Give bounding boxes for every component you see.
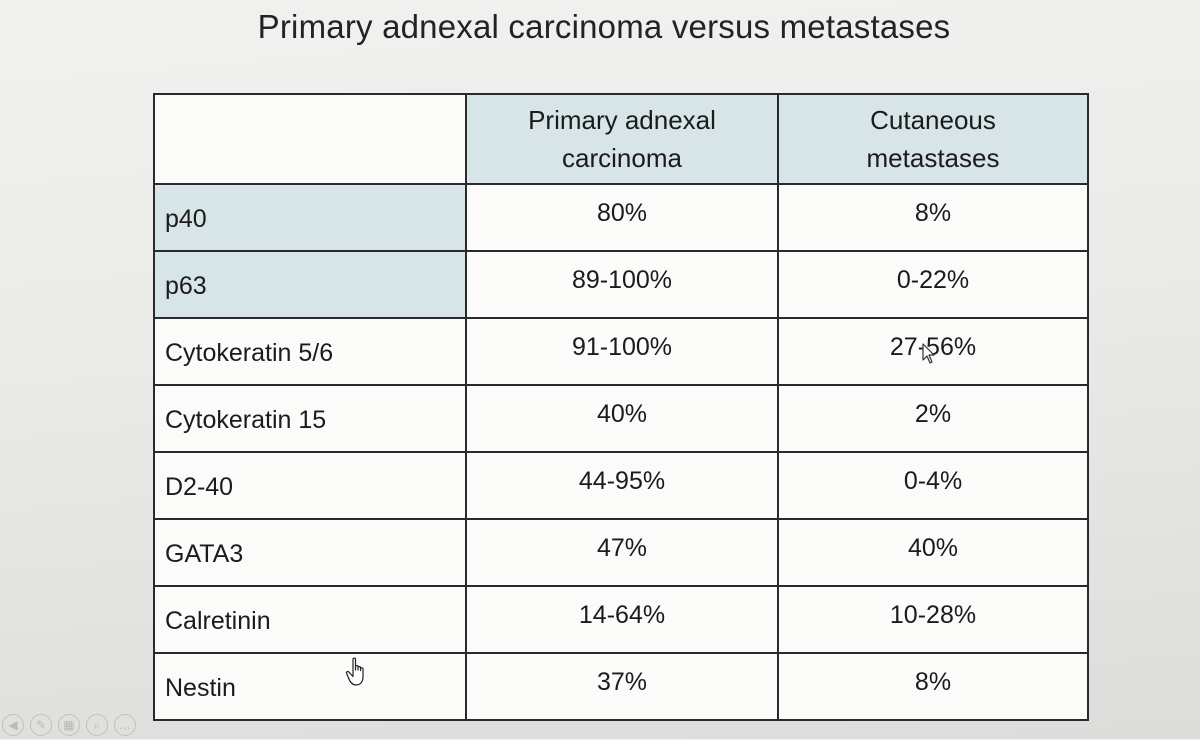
marker-cell: Nestin (153, 652, 467, 721)
marker-cell: D2-40 (153, 451, 467, 520)
arrow-cursor-icon (922, 343, 935, 364)
metastases-value-cell: 8% (777, 183, 1089, 252)
table-row: Calretinin 14-64% 10-28% (153, 585, 1089, 654)
header-blank-cell (153, 93, 467, 185)
marker-cell: p40 (153, 183, 467, 252)
marker-cell: Cytokeratin 15 (153, 384, 467, 453)
header-cutaneous-metastases: Cutaneous metastases (777, 93, 1089, 185)
primary-value-cell: 14-64% (465, 585, 779, 654)
marker-cell: Calretinin (153, 585, 467, 654)
table-row: Cytokeratin 5/6 91-100% 27-56% (153, 317, 1089, 386)
slide-title: Primary adnexal carcinoma versus metasta… (257, 8, 951, 45)
pen-icon[interactable]: ✎ (30, 714, 52, 736)
zoom-icon[interactable]: ⌕ (86, 714, 108, 736)
marker-cell: Cytokeratin 5/6 (153, 317, 467, 386)
table-row: p40 80% 8% (153, 183, 1089, 252)
metastases-value-cell: 0-4% (777, 451, 1089, 520)
primary-value-cell: 37% (465, 652, 779, 721)
metastases-value-cell: 10-28% (777, 585, 1089, 654)
metastases-value-cell: 40% (777, 518, 1089, 587)
slides-icon[interactable]: ▦ (58, 714, 80, 736)
primary-value-cell: 91-100% (465, 317, 779, 386)
primary-value-cell: 40% (465, 384, 779, 453)
table-row: Nestin 37% 8% (153, 652, 1089, 721)
presentation-toolbar: ◀ ✎ ▦ ⌕ … (2, 714, 136, 740)
metastases-value-cell: 27-56% (777, 317, 1089, 386)
table-row: Cytokeratin 15 40% 2% (153, 384, 1089, 453)
hand-cursor-icon (345, 657, 364, 686)
header-primary-adnexal: Primary adnexal carcinoma (465, 93, 779, 185)
metastases-value-cell: 2% (777, 384, 1089, 453)
marker-cell: p63 (153, 250, 467, 319)
primary-value-cell: 47% (465, 518, 779, 587)
table-header-row: Primary adnexal carcinoma Cutaneous meta… (153, 93, 1089, 185)
header-primary-text: Primary adnexal carcinoma (528, 105, 716, 173)
primary-value-cell: 44-95% (465, 451, 779, 520)
more-icon[interactable]: … (114, 714, 136, 736)
header-metastases-text: Cutaneous metastases (866, 105, 1000, 173)
table-row: GATA3 47% 40% (153, 518, 1089, 587)
table-body: p40 80% 8% p63 89-100% 0-22% Cytokeratin 5/6 91… (153, 183, 1089, 721)
metastases-value-cell: 8% (777, 652, 1089, 721)
back-icon[interactable]: ◀ (2, 714, 24, 736)
comparison-table: Primary adnexal carcinoma Cutaneous meta… (153, 93, 1089, 721)
marker-cell: GATA3 (153, 518, 467, 587)
table-row: D2-40 44-95% 0-4% (153, 451, 1089, 520)
table-row: p63 89-100% 0-22% (153, 250, 1089, 319)
primary-value-cell: 89-100% (465, 250, 779, 319)
metastases-value-cell: 0-22% (777, 250, 1089, 319)
primary-value-cell: 80% (465, 183, 779, 252)
comparison-table-container: Primary adnexal carcinoma Cutaneous meta… (153, 93, 1089, 721)
